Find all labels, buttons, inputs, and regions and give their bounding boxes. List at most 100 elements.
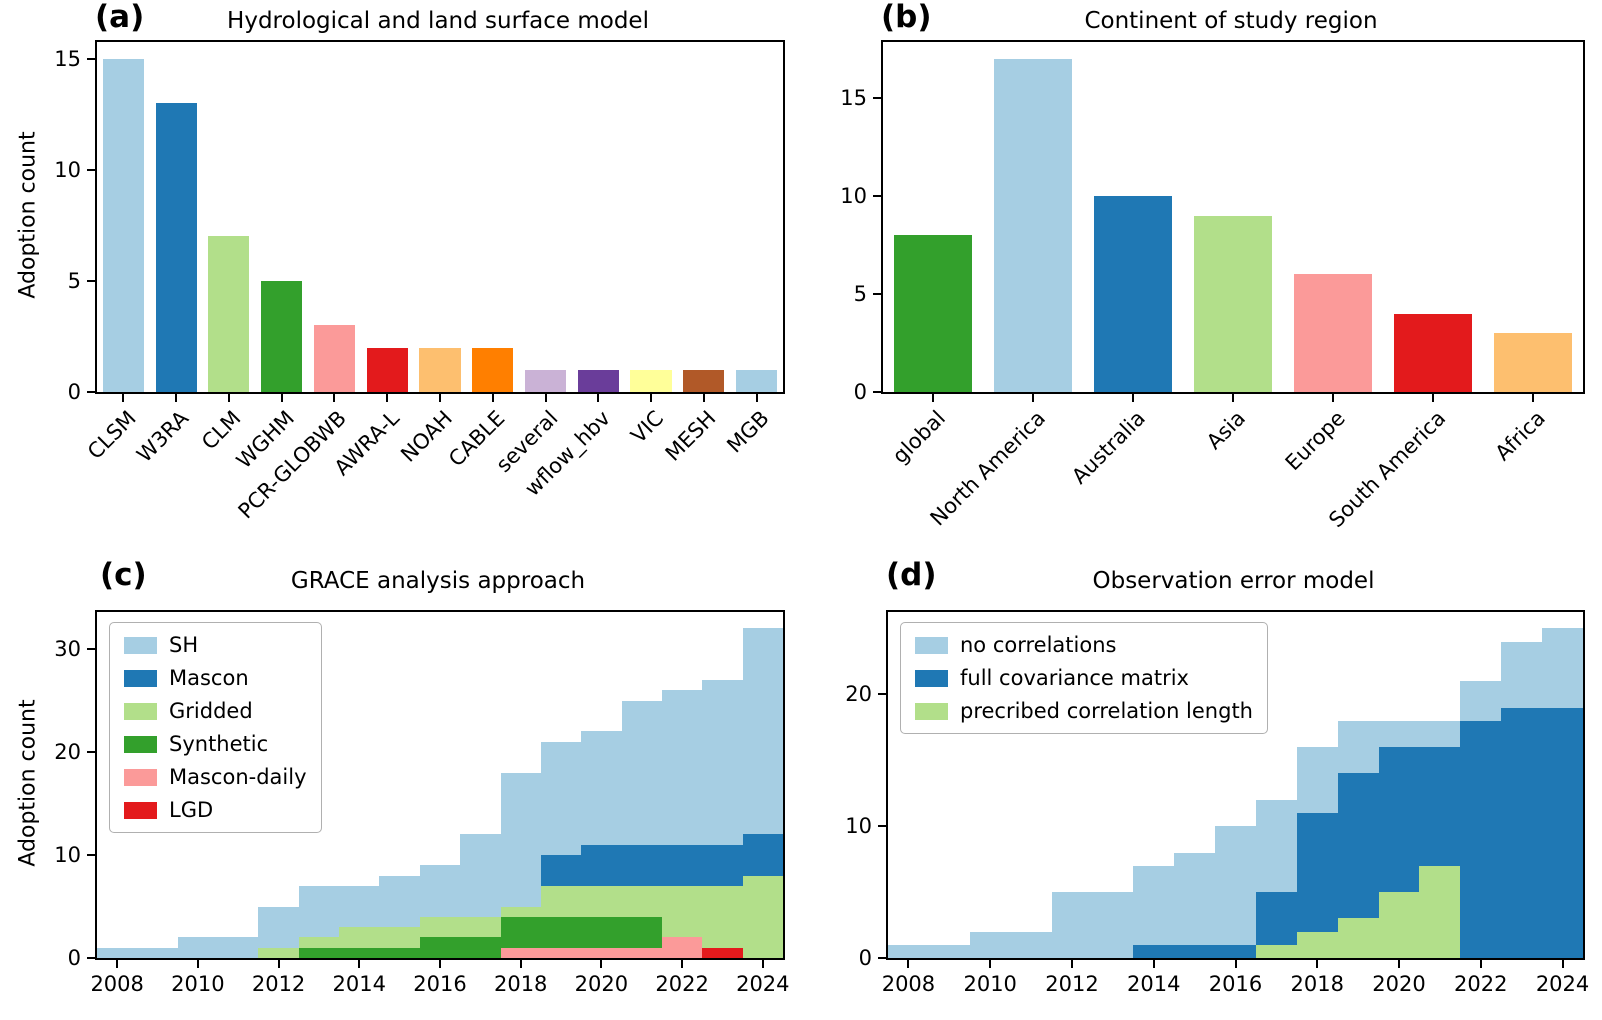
segment-no correlations-2014	[1133, 865, 1175, 945]
x-tick-label-2024: 2024	[736, 972, 790, 996]
segment-Mascon-daily-2019	[540, 947, 582, 958]
x-tick-mark	[761, 960, 764, 968]
legend-item-Mascon: Mascon	[124, 666, 307, 690]
x-tick-label-2016: 2016	[413, 972, 467, 996]
y-tick-label: 20	[54, 740, 81, 765]
x-tick-mark	[280, 394, 283, 402]
segment-Mascon-daily-2020	[581, 947, 623, 958]
bar-MESH	[683, 369, 725, 392]
segment-SH-2009	[137, 947, 179, 958]
x-tick-mark	[1152, 960, 1155, 968]
x-tick-mark	[1234, 960, 1237, 968]
bar-Africa	[1494, 333, 1572, 392]
segment-Gridded-2022	[661, 885, 703, 938]
bar-several	[524, 369, 567, 392]
bar-Europe	[1294, 274, 1372, 392]
x-tick-label-2022: 2022	[1454, 972, 1508, 996]
y-tick-label: 5	[853, 281, 867, 306]
x-tick-mark	[702, 394, 705, 402]
segment-no correlations-2022	[1460, 681, 1502, 721]
segment-Synthetic-2021	[621, 916, 663, 948]
x-tick-label-MESH: MESH	[661, 406, 721, 466]
segment-SH-2020	[581, 731, 623, 845]
x-tick-mark	[277, 960, 280, 968]
segment-SH-2008	[97, 947, 138, 958]
bar-North America	[994, 58, 1072, 392]
x-tick-mark	[519, 960, 522, 968]
segment-full covariance matrix-2015	[1174, 944, 1216, 958]
x-tick-mark	[1132, 394, 1134, 402]
x-tick-label-VIC: VIC	[626, 406, 669, 448]
bar-W3RA	[155, 103, 197, 392]
segment-precribed correlation length-2019	[1337, 918, 1380, 958]
y-tick-label: 0	[67, 946, 81, 970]
bar-AWRA-L	[366, 347, 408, 392]
bar-PCR-GLOBWB	[313, 325, 356, 392]
panel-c-title: GRACE analysis approach	[290, 568, 586, 594]
x-tick-mark	[116, 960, 119, 968]
segment-full covariance matrix-2014	[1133, 944, 1175, 958]
x-tick-mark	[650, 394, 653, 402]
y-tick-label: 10	[840, 183, 867, 208]
segment-Mascon-daily-2022	[661, 937, 703, 958]
legend-swatch-SH	[124, 636, 157, 654]
legend-swatch-Mascon	[124, 669, 157, 687]
y-tick-label: 30	[54, 637, 81, 662]
x-tick-mark	[600, 960, 603, 968]
x-tick-mark	[122, 394, 125, 402]
segment-Gridded-2012	[258, 947, 300, 958]
y-tick-mark	[87, 854, 95, 857]
x-tick-mark	[196, 960, 199, 968]
panel-c-y-axis-label: Adoption count	[15, 699, 41, 867]
legend-item-LGD: LGD	[124, 798, 307, 822]
segment-Gridded-2019	[540, 885, 582, 917]
bar-South America	[1394, 313, 1472, 392]
x-tick-label-2008: 2008	[90, 972, 144, 996]
segment-precribed correlation length-2021	[1419, 865, 1461, 958]
bar-WGHM	[261, 280, 303, 392]
panel-b-label: (b)	[881, 0, 932, 35]
x-tick-mark	[227, 394, 230, 402]
bar-MGB	[736, 369, 778, 392]
x-tick-label-2010: 2010	[963, 972, 1017, 996]
legend-item-full covariance matrix: full covariance matrix	[915, 666, 1253, 690]
segment-no correlations-2021	[1419, 720, 1461, 748]
segment-no correlations-2019	[1337, 720, 1380, 774]
segment-SH-2024	[742, 628, 784, 835]
x-tick-label-2014: 2014	[332, 972, 387, 996]
x-tick-label-2020: 2020	[574, 972, 629, 996]
panel-a-plot-area: 0 5 10 15 CLSM W3RA CLM WGHM PCR-GLOBWB AWRA-L NOA…	[54, 40, 785, 523]
segment-no correlations-2010	[969, 931, 1012, 958]
segment-Mascon-2024	[742, 834, 784, 876]
x-tick-mark	[907, 960, 910, 968]
x-tick-mark	[1432, 394, 1434, 402]
legend-label-precribed correlation length: precribed correlation length	[960, 699, 1253, 723]
x-tick-label-2016: 2016	[1208, 972, 1263, 996]
segment-Synthetic-2018	[500, 916, 542, 948]
y-tick-mark	[87, 648, 95, 651]
legend-swatch-Gridded	[124, 702, 157, 720]
segment-Gridded-2013	[298, 937, 340, 948]
y-tick-mark	[87, 751, 95, 754]
x-tick-mark	[439, 394, 441, 402]
legend-item-Synthetic: Synthetic	[124, 732, 307, 756]
legend-label-LGD: LGD	[169, 798, 214, 822]
segment-SH-2018	[500, 772, 542, 907]
y-tick-mark	[878, 693, 886, 696]
x-tick-label-2008: 2008	[881, 972, 936, 996]
segment-Mascon-daily-2021	[621, 947, 663, 958]
y-tick-label: 0	[67, 380, 81, 404]
y-tick-label: 15	[840, 85, 867, 110]
segment-full covariance matrix-2022	[1460, 720, 1502, 958]
segment-no correlations-2012	[1051, 892, 1093, 958]
segment-full covariance matrix-2017	[1255, 892, 1298, 945]
x-tick-label-2010: 2010	[171, 972, 225, 996]
x-tick-mark	[1032, 394, 1034, 402]
segment-Gridded-2014	[339, 927, 380, 948]
legend-swatch-Synthetic	[124, 735, 157, 753]
segment-LGD-2023	[702, 947, 744, 958]
segment-full covariance matrix-2024	[1542, 707, 1584, 958]
segment-Mascon-daily-2018	[500, 947, 542, 958]
segment-full covariance matrix-2018	[1296, 813, 1339, 932]
segment-Mascon-2019	[540, 855, 582, 886]
